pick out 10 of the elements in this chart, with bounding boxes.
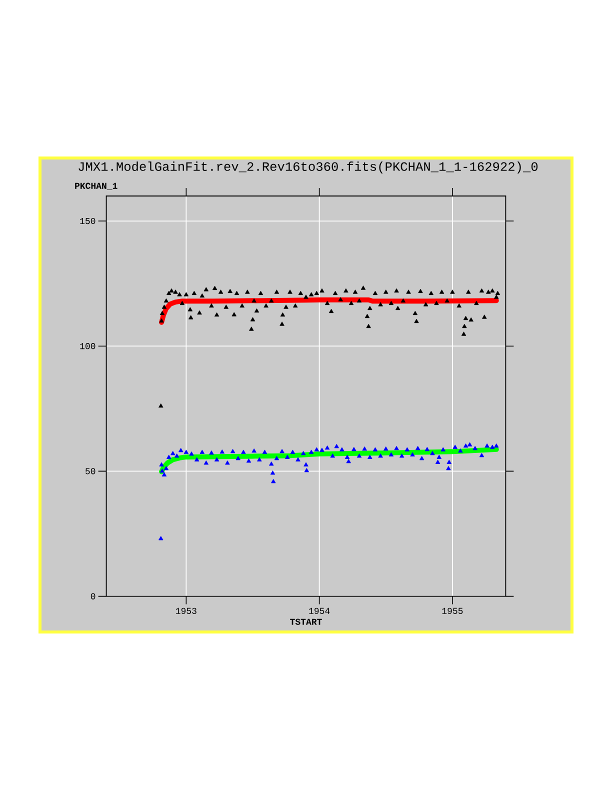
x-axis-title: TSTART [290, 618, 322, 625]
y-tick-label: 100 [80, 343, 96, 350]
x-tick-label: 1953 [176, 608, 196, 614]
y-tick-label: 150 [80, 218, 96, 224]
chart-title: JMX1.ModelGainFit.rev_2.Rev16to360.fits(PKCHAN_1_1-162922)_0 [78, 162, 538, 174]
y-axis-title: PKCHAN_1 [75, 182, 118, 190]
x-tick-label: 1954 [309, 608, 330, 614]
y-tick-label: 0 [90, 593, 96, 600]
x-tick-label: 1955 [442, 608, 463, 614]
y-tick-label: 50 [86, 468, 96, 474]
